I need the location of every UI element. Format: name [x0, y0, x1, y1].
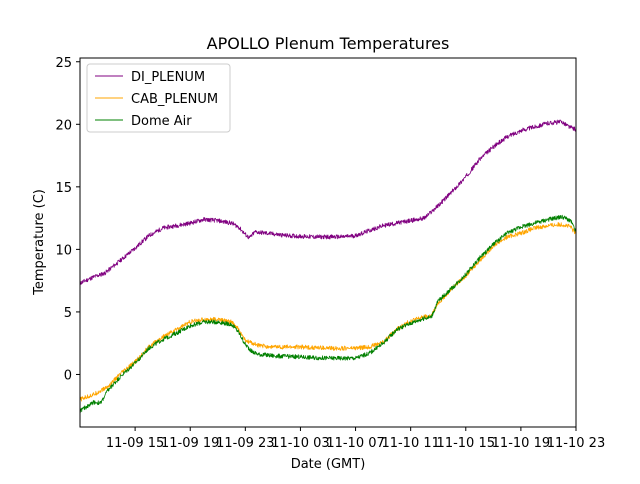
x-tick-label: 11-10 23	[547, 436, 605, 451]
x-tick-label: 11-09 23	[216, 436, 274, 451]
x-tick-label: 11-10 03	[271, 436, 329, 451]
y-tick-label: 5	[64, 306, 72, 321]
x-tick-label: 11-10 07	[326, 436, 384, 451]
y-tick-label: 20	[55, 118, 72, 133]
x-tick-label: 11-10 11	[381, 436, 439, 451]
series-line-di-plenum	[80, 119, 576, 285]
y-tick-label: 25	[55, 56, 72, 71]
x-tick-label: 11-09 15	[106, 436, 164, 451]
y-axis: 0 5 10 15 20 25	[55, 56, 80, 383]
x-tick-label: 11-09 19	[161, 436, 219, 451]
x-tick-label: 11-10 15	[437, 436, 495, 451]
y-tick-label: 10	[55, 243, 72, 258]
x-axis-label: Date (GMT)	[291, 457, 366, 472]
legend-entries: DI_PLENUM CAB_PLENUM Dome Air	[95, 70, 218, 129]
y-tick-label: 0	[64, 368, 72, 383]
legend: DI_PLENUM CAB_PLENUM Dome Air	[86, 63, 231, 133]
legend-frame	[86, 63, 231, 133]
series-line-dome-air	[80, 214, 576, 413]
legend-label: CAB_PLENUM	[131, 92, 218, 107]
y-tick-label: 15	[55, 181, 72, 196]
legend-label: DI_PLENUM	[131, 70, 205, 85]
axes-frame	[79, 57, 577, 428]
y-axis-label: Temperature (C)	[32, 189, 47, 296]
chart-title: APOLLO Plenum Temperatures	[207, 34, 450, 53]
legend-label: Dome Air	[131, 114, 192, 129]
series-layer	[80, 119, 576, 413]
x-tick-label: 11-10 19	[492, 436, 550, 451]
